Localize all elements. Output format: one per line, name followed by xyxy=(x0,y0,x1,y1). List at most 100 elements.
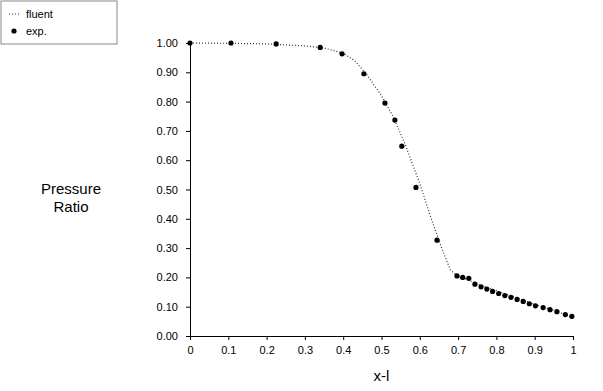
legend-swatch xyxy=(9,14,19,15)
y-tick: 0.10 xyxy=(157,301,190,313)
y-tick-label: 0.50 xyxy=(157,184,178,196)
data-point xyxy=(508,295,513,300)
x-tick: 0.5 xyxy=(374,336,389,356)
legend-swatch xyxy=(11,28,16,33)
data-point xyxy=(496,291,501,296)
y-tick-mark xyxy=(186,131,190,132)
x-tick-label: 0.8 xyxy=(489,344,504,356)
data-point xyxy=(318,45,323,50)
y-tick: 0.00 xyxy=(157,330,190,342)
data-point xyxy=(554,309,559,314)
legend-label: fluent xyxy=(26,8,53,20)
x-tick-label: 0.2 xyxy=(259,344,274,356)
y-tick-label: 0.70 xyxy=(157,125,178,137)
x-tick-label: 0.5 xyxy=(374,344,389,356)
data-point xyxy=(466,276,471,281)
x-tick-mark xyxy=(573,336,574,340)
x-tick-mark xyxy=(458,336,459,340)
data-point xyxy=(399,144,404,149)
data-point xyxy=(339,51,344,56)
legend-label: exp. xyxy=(26,25,47,37)
data-point xyxy=(563,312,568,317)
x-tick: 0.3 xyxy=(298,336,313,356)
legend-box xyxy=(1,1,117,44)
x-tick: 0.2 xyxy=(259,336,274,356)
data-point xyxy=(533,303,538,308)
data-point xyxy=(413,185,418,190)
y-tick: 0.80 xyxy=(157,96,190,108)
x-tick: 0 xyxy=(187,336,193,356)
data-point xyxy=(228,40,233,45)
y-tick-label: 0.00 xyxy=(157,330,178,342)
x-tick-mark xyxy=(343,336,344,340)
x-axis-title: x-l xyxy=(374,367,390,384)
y-tick-mark xyxy=(186,72,190,73)
y-tick: 0.50 xyxy=(157,184,190,196)
x-tick-label: 0.4 xyxy=(336,344,351,356)
x-tick: 0.4 xyxy=(336,336,351,356)
y-tick-mark xyxy=(186,160,190,161)
y-tick-mark xyxy=(186,277,190,278)
chart: 0.000.100.200.300.400.500.600.700.800.90… xyxy=(0,0,603,391)
x-tick: 0.1 xyxy=(221,336,236,356)
data-point xyxy=(547,307,552,312)
data-point xyxy=(478,284,483,289)
y-tick-label: 0.40 xyxy=(157,213,178,225)
data-point xyxy=(472,282,477,287)
y-tick-label: 0.90 xyxy=(157,66,178,78)
x-tick-mark xyxy=(535,336,536,340)
x-tick: 0.6 xyxy=(413,336,428,356)
legend: fluent exp. xyxy=(1,1,117,44)
x-tick-mark xyxy=(496,336,497,340)
x-tick-mark xyxy=(190,336,191,340)
data-point xyxy=(569,314,574,319)
y-tick-label: 0.10 xyxy=(157,301,178,313)
data-point xyxy=(187,40,192,45)
data-point xyxy=(434,238,439,243)
x-tick: 0.9 xyxy=(528,336,543,356)
y-axis-title: PressureRatio xyxy=(41,180,101,215)
y-axis-line xyxy=(186,44,191,337)
data-point xyxy=(502,293,507,298)
data-point xyxy=(361,71,366,76)
x-tick-mark xyxy=(305,336,306,340)
x-tick-label: 1 xyxy=(570,344,576,356)
y-tick: 0.20 xyxy=(157,271,190,283)
y-axis: 0.00 0.10 0.20 0.30 0.40 0.50 0.60 0.70 0.80 0.90… xyxy=(157,37,191,342)
data-point xyxy=(460,275,465,280)
y-tick-label: 0.20 xyxy=(157,271,178,283)
y-tick-label: 1.00 xyxy=(157,37,178,49)
y-tick-mark xyxy=(186,102,190,103)
x-tick-label: 0.1 xyxy=(221,344,236,356)
x-tick: 1 xyxy=(570,336,576,356)
y-tick-label: 0.30 xyxy=(157,242,178,254)
y-tick-mark xyxy=(186,219,190,220)
y-tick-mark xyxy=(186,336,190,337)
y-tick-mark xyxy=(186,190,190,191)
y-tick: 0.60 xyxy=(157,154,190,166)
y-tick-mark xyxy=(186,307,190,308)
y-tick: 1.00 xyxy=(157,37,190,49)
x-axis-line xyxy=(191,337,574,341)
data-point xyxy=(484,287,489,292)
y-tick-mark xyxy=(186,248,190,249)
x-tick-mark xyxy=(267,336,268,340)
x-tick: 0.8 xyxy=(489,336,504,356)
data-point xyxy=(454,273,459,278)
x-tick-label: 0.7 xyxy=(451,344,466,356)
y-tick-label: 0.60 xyxy=(157,154,178,166)
series-line xyxy=(190,43,573,318)
data-point xyxy=(382,100,387,105)
y-tick: 0.70 xyxy=(157,125,190,137)
y-tick: 0.30 xyxy=(157,242,190,254)
data-point xyxy=(490,289,495,294)
plot-area xyxy=(187,40,574,319)
data-point xyxy=(521,299,526,304)
x-tick-label: 0.6 xyxy=(413,344,428,356)
y-tick: 0.90 xyxy=(157,66,190,78)
x-tick-label: 0.3 xyxy=(298,344,313,356)
data-point xyxy=(541,305,546,310)
data-point xyxy=(392,117,397,122)
x-tick-label: 0 xyxy=(187,344,193,356)
x-tick-mark xyxy=(420,336,421,340)
